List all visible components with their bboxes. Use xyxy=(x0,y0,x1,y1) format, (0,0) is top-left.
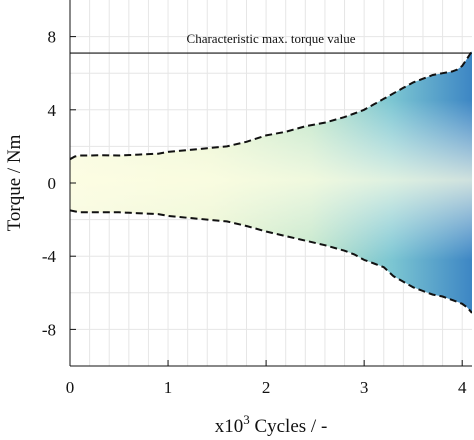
y-tick-label: 4 xyxy=(48,101,57,120)
y-tick-label: 0 xyxy=(48,174,57,193)
upper-envelope-line xyxy=(70,50,472,161)
x-axis-title-rest: Cycles / - xyxy=(250,416,328,437)
x-axis-title: x103 Cycles / - xyxy=(215,412,328,437)
torque-envelope-center-highlight xyxy=(70,51,472,313)
x-axis-title-exponent: 3 xyxy=(243,412,250,427)
x-tick-label: 0 xyxy=(66,378,75,397)
x-tick-label: 3 xyxy=(360,378,369,397)
y-axis-title: Torque / Nm xyxy=(4,134,25,231)
y-tick-label: 8 xyxy=(48,28,57,47)
characteristic-max-torque-label: Characteristic max. torque value xyxy=(187,31,356,46)
lower-envelope-line xyxy=(70,209,472,314)
y-tick-label: -4 xyxy=(42,247,57,266)
x-axis-ticks: 0 1 2 3 4 xyxy=(66,360,467,397)
y-tick-label: -8 xyxy=(42,320,56,339)
x-tick-label: 4 xyxy=(458,378,467,397)
x-tick-label: 2 xyxy=(262,378,271,397)
x-axis-title-base: x10 xyxy=(215,416,244,437)
y-axis-ticks: 8 4 0 -4 -8 xyxy=(42,28,76,339)
x-tick-label: 1 xyxy=(164,378,173,397)
